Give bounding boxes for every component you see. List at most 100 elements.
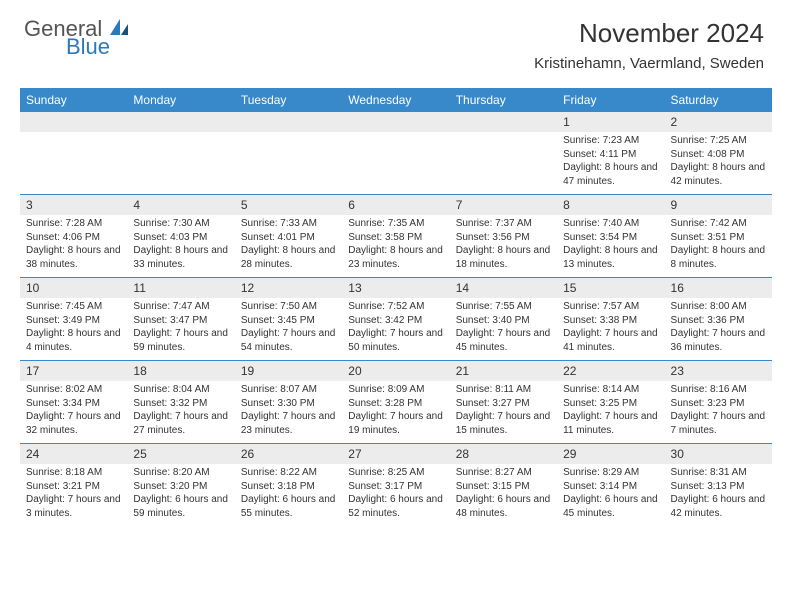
day-name: Monday bbox=[127, 88, 234, 112]
day-number: 16 bbox=[665, 278, 772, 298]
day-number: 6 bbox=[342, 195, 449, 215]
day-name: Friday bbox=[557, 88, 664, 112]
day-cell: Sunrise: 8:14 AM Sunset: 3:25 PM Dayligh… bbox=[557, 381, 664, 443]
day-number: 28 bbox=[450, 444, 557, 464]
calendar-week: 24252627282930Sunrise: 8:18 AM Sunset: 3… bbox=[20, 443, 772, 526]
day-content-row: Sunrise: 7:23 AM Sunset: 4:11 PM Dayligh… bbox=[20, 132, 772, 194]
day-cell: Sunrise: 8:25 AM Sunset: 3:17 PM Dayligh… bbox=[342, 464, 449, 526]
day-number: 9 bbox=[665, 195, 772, 215]
day-cell: Sunrise: 8:22 AM Sunset: 3:18 PM Dayligh… bbox=[235, 464, 342, 526]
day-cell: Sunrise: 7:55 AM Sunset: 3:40 PM Dayligh… bbox=[450, 298, 557, 360]
day-number: 25 bbox=[127, 444, 234, 464]
day-cell: Sunrise: 8:31 AM Sunset: 3:13 PM Dayligh… bbox=[665, 464, 772, 526]
day-number-row: 3456789 bbox=[20, 195, 772, 215]
day-number: 23 bbox=[665, 361, 772, 381]
day-cell: Sunrise: 7:35 AM Sunset: 3:58 PM Dayligh… bbox=[342, 215, 449, 277]
day-number: 29 bbox=[557, 444, 664, 464]
day-number bbox=[127, 112, 234, 132]
day-cell: Sunrise: 7:28 AM Sunset: 4:06 PM Dayligh… bbox=[20, 215, 127, 277]
day-number bbox=[450, 112, 557, 132]
day-cell: Sunrise: 8:20 AM Sunset: 3:20 PM Dayligh… bbox=[127, 464, 234, 526]
day-number-row: 12 bbox=[20, 112, 772, 132]
day-name: Thursday bbox=[450, 88, 557, 112]
day-cell: Sunrise: 8:27 AM Sunset: 3:15 PM Dayligh… bbox=[450, 464, 557, 526]
day-cell: Sunrise: 7:42 AM Sunset: 3:51 PM Dayligh… bbox=[665, 215, 772, 277]
day-number: 26 bbox=[235, 444, 342, 464]
calendar: Sunday Monday Tuesday Wednesday Thursday… bbox=[20, 88, 772, 526]
day-content-row: Sunrise: 8:02 AM Sunset: 3:34 PM Dayligh… bbox=[20, 381, 772, 443]
calendar-day-header: Sunday Monday Tuesday Wednesday Thursday… bbox=[20, 88, 772, 112]
day-number bbox=[235, 112, 342, 132]
day-number: 8 bbox=[557, 195, 664, 215]
calendar-week: 17181920212223Sunrise: 8:02 AM Sunset: 3… bbox=[20, 360, 772, 443]
day-number: 11 bbox=[127, 278, 234, 298]
day-name: Sunday bbox=[20, 88, 127, 112]
day-cell: Sunrise: 7:50 AM Sunset: 3:45 PM Dayligh… bbox=[235, 298, 342, 360]
day-number: 30 bbox=[665, 444, 772, 464]
day-cell: Sunrise: 7:37 AM Sunset: 3:56 PM Dayligh… bbox=[450, 215, 557, 277]
day-cell: Sunrise: 7:45 AM Sunset: 3:49 PM Dayligh… bbox=[20, 298, 127, 360]
day-number: 18 bbox=[127, 361, 234, 381]
day-name: Tuesday bbox=[235, 88, 342, 112]
day-number: 15 bbox=[557, 278, 664, 298]
day-number bbox=[342, 112, 449, 132]
day-cell: Sunrise: 8:04 AM Sunset: 3:32 PM Dayligh… bbox=[127, 381, 234, 443]
day-cell: Sunrise: 7:52 AM Sunset: 3:42 PM Dayligh… bbox=[342, 298, 449, 360]
day-number: 19 bbox=[235, 361, 342, 381]
day-number: 3 bbox=[20, 195, 127, 215]
day-cell: Sunrise: 8:16 AM Sunset: 3:23 PM Dayligh… bbox=[665, 381, 772, 443]
day-cell: Sunrise: 8:09 AM Sunset: 3:28 PM Dayligh… bbox=[342, 381, 449, 443]
day-cell: Sunrise: 7:40 AM Sunset: 3:54 PM Dayligh… bbox=[557, 215, 664, 277]
calendar-week: 10111213141516Sunrise: 7:45 AM Sunset: 3… bbox=[20, 277, 772, 360]
day-cell: Sunrise: 8:29 AM Sunset: 3:14 PM Dayligh… bbox=[557, 464, 664, 526]
day-number: 17 bbox=[20, 361, 127, 381]
day-cell: Sunrise: 8:02 AM Sunset: 3:34 PM Dayligh… bbox=[20, 381, 127, 443]
day-content-row: Sunrise: 7:45 AM Sunset: 3:49 PM Dayligh… bbox=[20, 298, 772, 360]
day-name: Wednesday bbox=[342, 88, 449, 112]
day-number: 22 bbox=[557, 361, 664, 381]
day-number: 4 bbox=[127, 195, 234, 215]
day-number: 20 bbox=[342, 361, 449, 381]
logo-text-blue: Blue bbox=[66, 36, 131, 58]
day-number: 13 bbox=[342, 278, 449, 298]
day-cell: Sunrise: 7:57 AM Sunset: 3:38 PM Dayligh… bbox=[557, 298, 664, 360]
page-title: November 2024 bbox=[534, 18, 764, 49]
day-cell: Sunrise: 7:47 AM Sunset: 3:47 PM Dayligh… bbox=[127, 298, 234, 360]
day-cell: Sunrise: 7:33 AM Sunset: 4:01 PM Dayligh… bbox=[235, 215, 342, 277]
day-number: 14 bbox=[450, 278, 557, 298]
day-cell bbox=[127, 132, 234, 194]
day-number: 2 bbox=[665, 112, 772, 132]
day-name: Saturday bbox=[665, 88, 772, 112]
day-cell: Sunrise: 8:11 AM Sunset: 3:27 PM Dayligh… bbox=[450, 381, 557, 443]
logo: General Blue bbox=[24, 18, 131, 58]
calendar-week: 3456789Sunrise: 7:28 AM Sunset: 4:06 PM … bbox=[20, 194, 772, 277]
day-number: 5 bbox=[235, 195, 342, 215]
day-number: 27 bbox=[342, 444, 449, 464]
day-number-row: 17181920212223 bbox=[20, 361, 772, 381]
day-cell: Sunrise: 7:23 AM Sunset: 4:11 PM Dayligh… bbox=[557, 132, 664, 194]
day-cell: Sunrise: 7:30 AM Sunset: 4:03 PM Dayligh… bbox=[127, 215, 234, 277]
day-number: 24 bbox=[20, 444, 127, 464]
header: General Blue November 2024 Kristinehamn,… bbox=[0, 0, 792, 80]
day-number-row: 24252627282930 bbox=[20, 444, 772, 464]
day-number: 1 bbox=[557, 112, 664, 132]
day-cell bbox=[342, 132, 449, 194]
day-number: 10 bbox=[20, 278, 127, 298]
day-cell bbox=[450, 132, 557, 194]
title-block: November 2024 Kristinehamn, Vaermland, S… bbox=[534, 18, 764, 72]
day-number-row: 10111213141516 bbox=[20, 278, 772, 298]
day-cell: Sunrise: 8:07 AM Sunset: 3:30 PM Dayligh… bbox=[235, 381, 342, 443]
day-content-row: Sunrise: 8:18 AM Sunset: 3:21 PM Dayligh… bbox=[20, 464, 772, 526]
day-cell: Sunrise: 7:25 AM Sunset: 4:08 PM Dayligh… bbox=[665, 132, 772, 194]
day-number bbox=[20, 112, 127, 132]
day-number: 12 bbox=[235, 278, 342, 298]
day-content-row: Sunrise: 7:28 AM Sunset: 4:06 PM Dayligh… bbox=[20, 215, 772, 277]
calendar-week: 12Sunrise: 7:23 AM Sunset: 4:11 PM Dayli… bbox=[20, 112, 772, 194]
day-cell: Sunrise: 8:18 AM Sunset: 3:21 PM Dayligh… bbox=[20, 464, 127, 526]
day-cell bbox=[235, 132, 342, 194]
page-subtitle: Kristinehamn, Vaermland, Sweden bbox=[534, 55, 764, 72]
day-number: 7 bbox=[450, 195, 557, 215]
day-cell bbox=[20, 132, 127, 194]
day-number: 21 bbox=[450, 361, 557, 381]
day-cell: Sunrise: 8:00 AM Sunset: 3:36 PM Dayligh… bbox=[665, 298, 772, 360]
